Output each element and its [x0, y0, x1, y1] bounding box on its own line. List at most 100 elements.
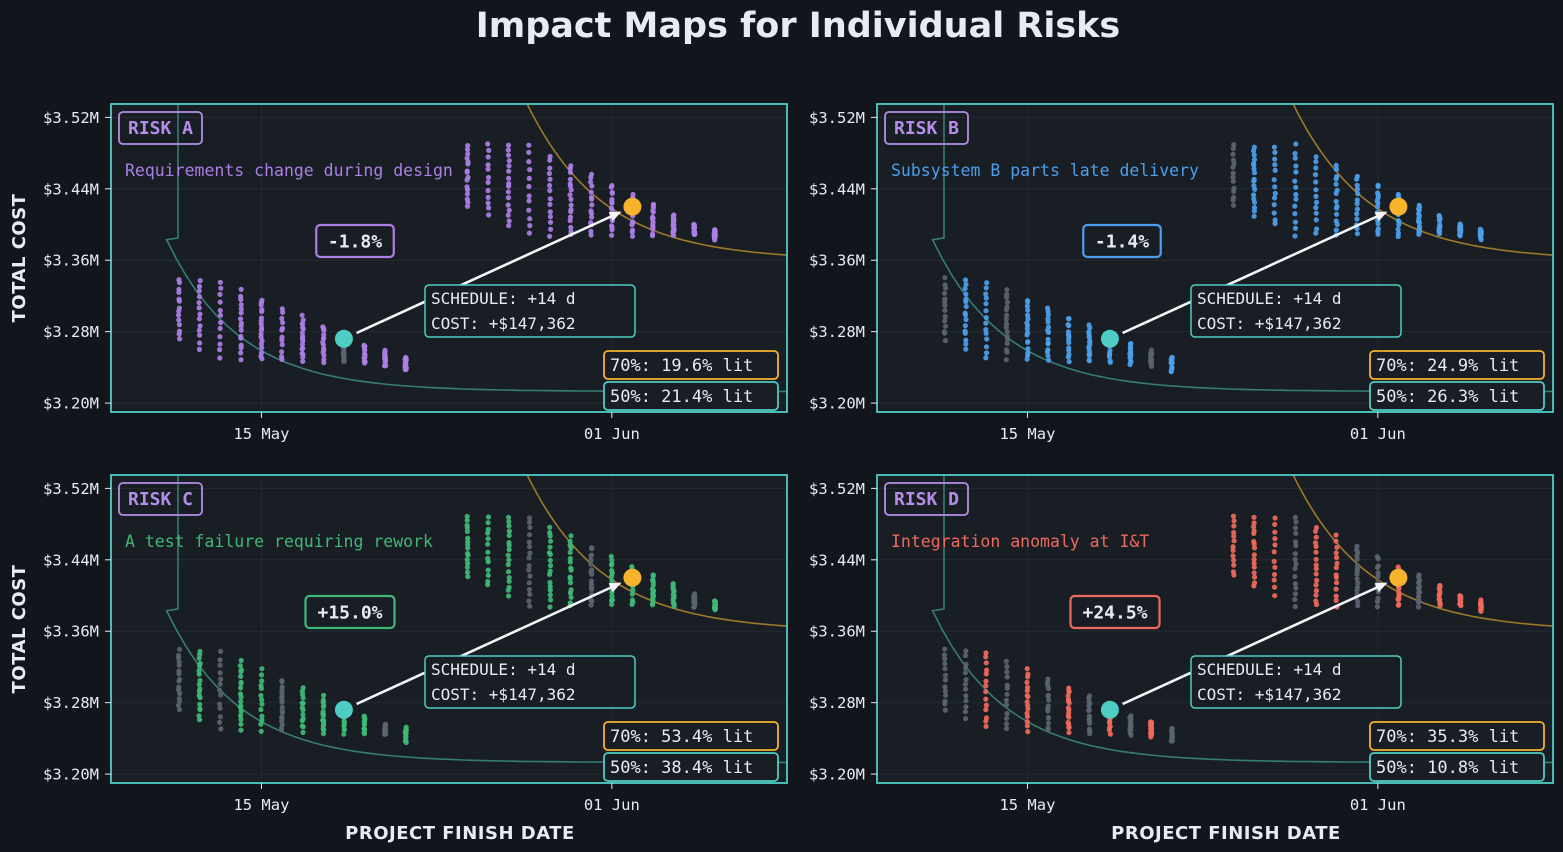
scatter-point: [629, 591, 635, 597]
scatter-point: [1333, 593, 1339, 599]
x-tick-label: 15 May: [233, 425, 289, 443]
scatter-point: [299, 330, 305, 336]
scatter-point: [279, 306, 285, 312]
scatter-point: [217, 334, 223, 340]
scatter-point: [1230, 178, 1236, 184]
p70-label: 70%: 53.4% lit: [610, 727, 753, 747]
p70-box: [603, 350, 779, 380]
scatter-point: [1024, 666, 1030, 672]
scatter-point: [649, 586, 656, 592]
scatter-point: [963, 341, 969, 347]
scatter-point: [238, 721, 244, 727]
scatter-point: [1271, 210, 1277, 216]
scatter-point: [568, 587, 574, 593]
scatter-point: [279, 315, 285, 321]
scatter-point: [1045, 340, 1051, 346]
scatter-point: [1066, 316, 1072, 322]
scatter-point: [588, 578, 595, 584]
y-tick-label: $3.44M: [43, 551, 99, 569]
scatter-point: [547, 182, 553, 189]
scatter-point: [1354, 216, 1360, 222]
scatter-point: [464, 569, 471, 575]
scatter-point: [962, 709, 969, 715]
scatter-point: [1293, 530, 1299, 536]
scatter-point: [320, 697, 326, 703]
y-tick-label: $3.28M: [809, 694, 865, 712]
delta-badge: [1082, 223, 1162, 259]
scatter-point: [258, 331, 264, 337]
gold-isocurve: [526, 104, 787, 256]
scatter-point: [1086, 713, 1092, 720]
scatter-point: [1066, 351, 1072, 357]
scatter-point: [382, 721, 389, 727]
scatter-point: [506, 547, 512, 553]
scatter-point: [506, 557, 512, 563]
scatter-point: [963, 693, 969, 699]
scatter-point: [196, 327, 202, 333]
scatter-point: [588, 557, 594, 563]
scatter-point: [1045, 324, 1052, 330]
scatter-point: [485, 541, 491, 547]
scatter-point: [464, 155, 470, 161]
scatter-point: [217, 347, 223, 353]
scatter-point: [1313, 230, 1319, 236]
scatter-point: [1024, 693, 1030, 699]
scatter-point: [983, 301, 989, 307]
scatter-point: [588, 228, 594, 234]
baseline-marker: [334, 700, 353, 719]
scatter-point: [1313, 179, 1319, 185]
scatter-point: [1025, 312, 1031, 318]
scatter-point: [1313, 205, 1319, 211]
scatter-point: [1065, 322, 1071, 328]
scatter-point: [177, 336, 183, 342]
scatter-point: [1313, 566, 1319, 572]
y-tick-label: $3.20M: [809, 766, 865, 784]
x-tick-label: 15 May: [233, 796, 289, 814]
scatter-point: [1272, 195, 1278, 201]
y-tick-label: $3.44M: [43, 180, 99, 198]
p70-label: 70%: 19.6% lit: [610, 356, 753, 376]
scatter-point: [464, 203, 471, 209]
scatter-point: [217, 355, 223, 361]
scatter-point: [259, 717, 265, 723]
scatter-point: [485, 174, 492, 181]
scatter-point: [196, 283, 203, 289]
scatter-point: [176, 277, 182, 283]
scatter-point: [1045, 676, 1051, 682]
scatter-point: [197, 340, 203, 346]
scatter-point: [983, 285, 989, 291]
scatter-point: [588, 171, 595, 177]
scatter-point: [609, 223, 615, 229]
scatter-point: [320, 324, 326, 330]
scatter-point: [1003, 316, 1009, 322]
risk-description: Requirements change during design: [125, 161, 453, 180]
scatter-point: [238, 293, 244, 299]
scatter-point: [197, 648, 203, 655]
scatter-point: [526, 175, 532, 181]
scatter-point: [238, 657, 244, 664]
x-tick-label: 01 Jun: [1350, 425, 1406, 443]
scatter-point: [1004, 321, 1010, 327]
scatter-point: [465, 151, 471, 157]
scatter-point: [567, 181, 573, 187]
scatter-point: [279, 325, 286, 331]
scatter-point: [176, 322, 182, 328]
scatter-point: [279, 349, 285, 355]
scatter-point: [1436, 212, 1442, 219]
y-tick-label: $3.52M: [43, 480, 99, 498]
scatter-point: [983, 344, 990, 350]
scatter-point: [485, 526, 491, 533]
y-tick-label: $3.36M: [43, 623, 99, 641]
scatter-point: [1251, 538, 1257, 545]
scatter-point: [238, 327, 244, 333]
scatter-point: [258, 721, 264, 727]
scatter-point: [506, 528, 512, 534]
scatter-point: [527, 524, 533, 531]
scatter-point: [300, 729, 306, 736]
scatter-point: [608, 205, 615, 211]
scatter-point: [258, 672, 265, 678]
figure-title: Impact Maps for Individual Risks: [476, 6, 1121, 46]
scatter-point: [197, 701, 203, 708]
scatter-point: [1003, 697, 1010, 703]
scatter-point: [1272, 515, 1278, 521]
